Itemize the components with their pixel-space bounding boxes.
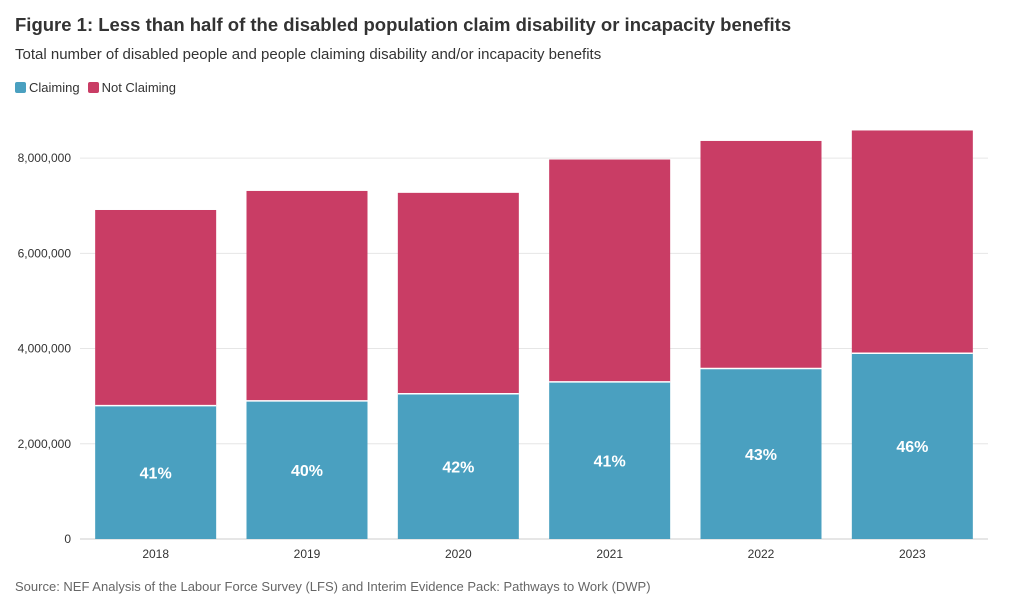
bar-claiming-2023 (851, 353, 973, 539)
legend-swatch-not-claiming (87, 82, 99, 93)
chart-title: Figure 1: Less than half of the disabled… (15, 14, 792, 35)
legend-label-claiming: Claiming (29, 80, 80, 95)
x-tick-label: 2021 (596, 547, 623, 561)
legend: Claiming Not Claiming (15, 80, 176, 95)
data-label: 41% (140, 465, 172, 482)
x-tick-label: 2019 (294, 547, 321, 561)
legend-item-not-claiming[interactable]: Not Claiming (87, 80, 176, 95)
bar-claiming-2020 (397, 393, 519, 539)
legend-swatch-claiming (15, 82, 26, 93)
bar-not-claiming-2023 (851, 130, 973, 354)
y-tick-label: 6,000,000 (18, 246, 72, 260)
x-tick-label: 2022 (748, 547, 775, 561)
bar-claiming-2021 (549, 381, 671, 539)
bar-not-claiming-2022 (700, 140, 822, 369)
bar-claiming-2018 (95, 405, 217, 539)
data-label: 42% (442, 459, 474, 476)
data-label: 43% (745, 447, 777, 464)
data-label: 40% (291, 463, 323, 480)
y-tick-label: 0 (64, 532, 71, 546)
chart-subtitle: Total number of disabled people and peop… (15, 46, 602, 63)
legend-label-not-claiming: Not Claiming (101, 80, 176, 95)
data-label: 46% (896, 439, 928, 456)
x-tick-label: 2018 (142, 547, 169, 561)
bar-not-claiming-2020 (397, 192, 519, 394)
bar-claiming-2019 (246, 400, 368, 539)
bar-claiming-2022 (700, 368, 822, 539)
y-tick-label: 4,000,000 (18, 342, 72, 356)
x-tick-label: 2023 (899, 547, 926, 561)
x-tick-label: 2020 (445, 547, 472, 561)
legend-item-claiming[interactable]: Claiming (15, 80, 80, 95)
bar-not-claiming-2019 (246, 190, 368, 401)
bar-not-claiming-2021 (549, 159, 671, 382)
y-tick-label: 2,000,000 (18, 437, 72, 451)
source-note: Source: NEF Analysis of the Labour Force… (15, 579, 651, 594)
data-label: 41% (594, 453, 626, 470)
bar-not-claiming-2018 (95, 209, 217, 406)
y-tick-label: 8,000,000 (18, 151, 72, 165)
